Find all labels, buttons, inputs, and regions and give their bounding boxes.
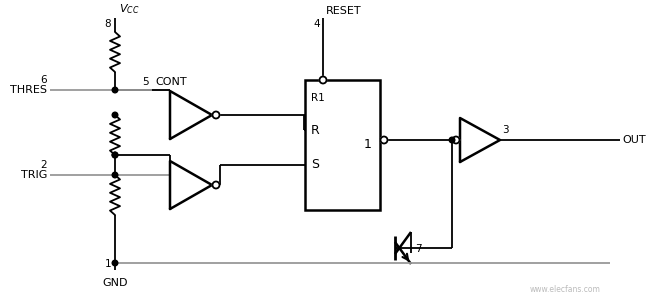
Text: $V_{CC}$: $V_{CC}$ [119,2,140,16]
Circle shape [112,260,118,266]
Polygon shape [460,118,500,162]
Text: 1: 1 [364,139,372,152]
Polygon shape [170,91,212,139]
Text: THRES: THRES [10,85,47,95]
Circle shape [112,152,118,158]
Text: R1: R1 [311,93,325,103]
Text: 7: 7 [415,244,422,254]
Circle shape [319,76,327,83]
Text: TRIG: TRIG [21,170,47,180]
Text: 3: 3 [502,125,509,135]
Text: www.elecfans.com: www.elecfans.com [530,285,601,294]
Bar [305,80,380,210]
Circle shape [112,112,118,118]
Text: 4: 4 [314,19,320,29]
Text: S: S [311,159,319,172]
Text: 2: 2 [40,160,47,170]
Polygon shape [170,161,212,209]
Circle shape [112,172,118,178]
Text: R: R [311,124,319,137]
Text: 8: 8 [104,19,111,29]
Text: OUT: OUT [622,135,645,145]
Text: 6: 6 [40,75,47,85]
Text: RESET: RESET [326,6,362,16]
Circle shape [213,111,220,118]
Text: GND: GND [102,278,128,288]
Circle shape [213,182,220,188]
Circle shape [452,137,460,143]
Circle shape [112,87,118,93]
Text: 5: 5 [142,77,149,87]
Text: CONT: CONT [155,77,186,87]
Circle shape [112,152,118,158]
Circle shape [381,137,387,143]
Text: 1: 1 [104,259,111,269]
Circle shape [449,137,455,143]
